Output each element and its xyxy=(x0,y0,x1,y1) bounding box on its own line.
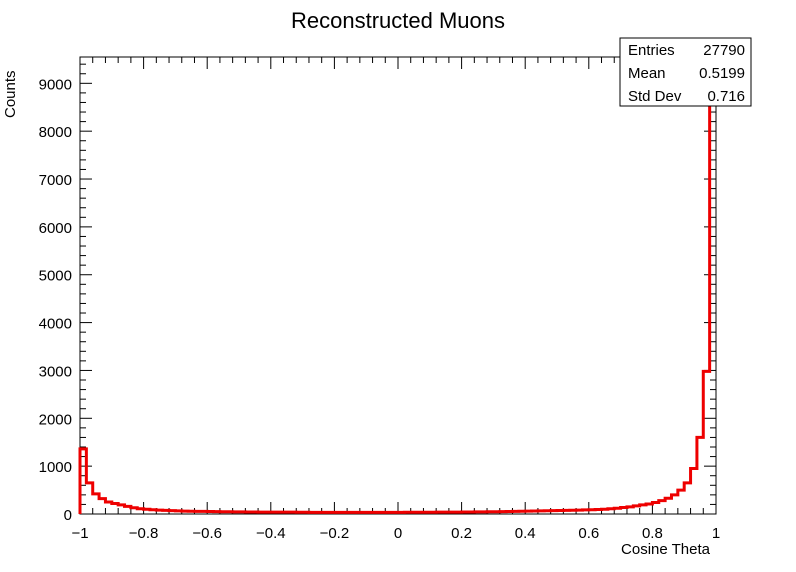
y-tick-label: 4000 xyxy=(39,316,72,333)
y-tick-label: 1000 xyxy=(39,459,72,476)
stats-stddev-value: 0.716 xyxy=(707,88,745,105)
stats-box: Entries 27790 Mean 0.5199 Std Dev 0.716 xyxy=(619,37,752,107)
x-tick-label: 0.4 xyxy=(515,525,536,542)
x-axis-label: Cosine Theta xyxy=(621,541,711,558)
x-tick-label: 1 xyxy=(712,525,720,542)
x-tick-label: −0.4 xyxy=(256,525,286,542)
y-tick-label: 3000 xyxy=(39,363,72,380)
chart-title: Reconstructed Muons xyxy=(291,8,505,33)
stats-stddev-label: Std Dev xyxy=(628,88,682,105)
x-tick-label: −0.6 xyxy=(192,525,222,542)
y-axis-ticks: 0 1000 2000 3000 4000 5000 6000 7000 8000 9000 xyxy=(39,63,716,524)
y-tick-label: 8000 xyxy=(39,124,72,141)
stats-entries-value: 27790 xyxy=(703,42,745,59)
x-tick-label: 0.8 xyxy=(642,525,663,542)
y-tick-label: 7000 xyxy=(39,172,72,189)
histogram-series-line xyxy=(78,57,716,514)
y-tick-label: 9000 xyxy=(39,76,72,93)
y-tick-label: 0 xyxy=(64,507,72,524)
x-tick-label: −0.8 xyxy=(129,525,159,542)
stats-mean-value: 0.5199 xyxy=(699,65,745,82)
y-axis-label: Counts xyxy=(2,70,19,118)
y-tick-label: 5000 xyxy=(39,268,72,285)
plot-frame xyxy=(79,56,717,515)
stats-mean-label: Mean xyxy=(628,65,666,82)
y-tick-label: 2000 xyxy=(39,411,72,428)
stats-box-frame xyxy=(619,37,752,107)
stats-entries-label: Entries xyxy=(628,42,675,59)
x-tick-label: 0.6 xyxy=(578,525,599,542)
x-tick-label: 0 xyxy=(394,525,402,542)
x-tick-label: 0.2 xyxy=(451,525,472,542)
x-tick-label: −1 xyxy=(71,525,88,542)
y-tick-label: 6000 xyxy=(39,220,72,237)
x-tick-label: −0.2 xyxy=(320,525,350,542)
x-axis-ticks: −1 −0.8 −0.6 −0.4 −0.2 0 0.2 0.4 0.6 0.8 1 xyxy=(71,57,720,542)
